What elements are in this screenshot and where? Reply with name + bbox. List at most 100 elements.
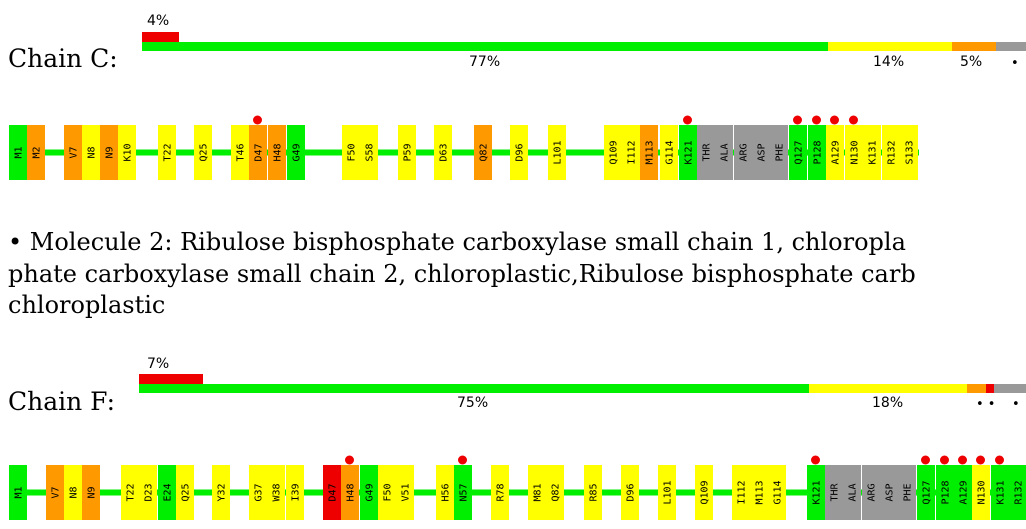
residue-box xyxy=(825,465,843,520)
residue-label: D63 xyxy=(439,143,450,161)
chain-c-bar-gray xyxy=(996,42,1026,51)
residue-box xyxy=(732,465,750,520)
residue-box xyxy=(231,125,249,180)
chain-f-dot-end: • xyxy=(1012,397,1020,412)
chain-f-bar-green xyxy=(139,384,809,393)
residue-r78: R78 xyxy=(491,465,509,520)
residue-box xyxy=(268,125,286,180)
residue-label: ASP xyxy=(757,143,768,161)
residue-label: N130 xyxy=(977,480,988,504)
residue-l101: L101 xyxy=(658,465,676,520)
residue-label: G114 xyxy=(665,140,676,164)
residue-box xyxy=(604,125,622,180)
residue-label: G114 xyxy=(773,480,784,504)
residue-q25: Q25 xyxy=(176,465,194,520)
residue-label: T46 xyxy=(236,143,247,161)
residue-label: G49 xyxy=(292,143,303,161)
residue-f50: F50 xyxy=(378,465,396,520)
residue-r85: R85 xyxy=(584,465,602,520)
residue-g114: G114 xyxy=(660,125,678,180)
residue-q109: Q109 xyxy=(604,125,622,180)
residue-box xyxy=(249,125,267,180)
residue-box xyxy=(82,465,100,520)
residue-ala: ALA xyxy=(843,465,861,520)
chain-f-top-percent: 7% xyxy=(147,356,170,372)
residue-m1: M1 xyxy=(9,125,27,180)
residue-q127: Q127 xyxy=(917,455,935,520)
residue-label: PHE xyxy=(775,143,786,161)
residue-box xyxy=(64,125,82,180)
residue-label: ALA xyxy=(848,483,859,501)
residue-k121: K121 xyxy=(679,115,697,180)
residue-h48: H48 xyxy=(341,455,359,520)
residue-w38: W38 xyxy=(267,465,285,520)
chain-c-green-percent: 77% xyxy=(469,54,501,70)
residue-v7: V7 xyxy=(46,465,64,520)
residue-d96: D96 xyxy=(510,125,528,180)
residue-box xyxy=(768,465,786,520)
residue-box xyxy=(880,465,898,520)
residue-label: N130 xyxy=(850,140,861,164)
residue-m2: M2 xyxy=(27,125,45,180)
residue-n9: N9 xyxy=(100,125,118,180)
chain-f-backbone-line xyxy=(9,489,1026,496)
chain-f-dots: • • xyxy=(976,397,996,412)
residue-phe: PHE xyxy=(898,465,916,520)
chain-c-bar-orange xyxy=(952,42,996,51)
residue-box xyxy=(176,465,194,520)
residue-m1: M1 xyxy=(9,465,27,520)
residue-s133: S133 xyxy=(900,125,918,180)
residue-label: K10 xyxy=(123,143,134,161)
chain-c-bar-green xyxy=(142,42,828,51)
residue-label: H48 xyxy=(273,143,284,161)
residue-label: I112 xyxy=(737,480,748,504)
residue-label: ALA xyxy=(720,143,731,161)
residue-d63: D63 xyxy=(434,125,452,180)
residue-box xyxy=(584,465,602,520)
residue-box xyxy=(9,465,27,520)
residue-label: K121 xyxy=(812,480,823,504)
residue-label: D23 xyxy=(144,483,155,501)
residue-label: L101 xyxy=(553,140,564,164)
residue-label: Y32 xyxy=(217,483,228,501)
residue-phe: PHE xyxy=(770,125,788,180)
residue-h48: H48 xyxy=(268,125,286,180)
residue-label: I112 xyxy=(627,140,638,164)
residue-t22: T22 xyxy=(158,125,176,180)
residue-s58: S58 xyxy=(360,125,378,180)
residue-k121: K121 xyxy=(807,455,825,520)
residue-label: D96 xyxy=(626,483,637,501)
residue-label: R132 xyxy=(887,140,898,164)
residue-label: Q25 xyxy=(181,483,192,501)
residue-g37: G37 xyxy=(249,465,267,520)
outlier-dot xyxy=(253,115,262,125)
residue-t22: T22 xyxy=(121,465,139,520)
residue-box xyxy=(9,125,27,180)
residue-box xyxy=(249,465,267,520)
residue-box xyxy=(695,465,713,520)
residue-box xyxy=(770,125,788,180)
residue-label: Q109 xyxy=(609,140,620,164)
residue-label: W38 xyxy=(272,483,283,501)
residue-label: THR xyxy=(702,142,713,161)
residue-box xyxy=(396,465,414,520)
outlier-dot xyxy=(458,455,467,465)
residue-box xyxy=(546,465,564,520)
residue-q82: Q82 xyxy=(546,465,564,520)
chain-f-label: Chain F: xyxy=(8,387,116,416)
outlier-dot xyxy=(940,455,949,465)
residue-label: R85 xyxy=(589,483,600,501)
residue-box xyxy=(679,125,697,180)
residue-l101: L101 xyxy=(548,125,566,180)
residue-box xyxy=(212,465,230,520)
residue-thr: THR xyxy=(825,465,843,520)
residue-arg: ARG xyxy=(862,465,880,520)
residue-box xyxy=(286,465,304,520)
residue-box xyxy=(491,465,509,520)
residue-k131: K131 xyxy=(863,125,881,180)
residue-label: M81 xyxy=(533,483,544,501)
residue-box xyxy=(898,465,916,520)
chain-c-yellow-percent: 14% xyxy=(873,54,905,70)
residue-i39: I39 xyxy=(286,465,304,520)
residue-label: K121 xyxy=(684,140,695,164)
